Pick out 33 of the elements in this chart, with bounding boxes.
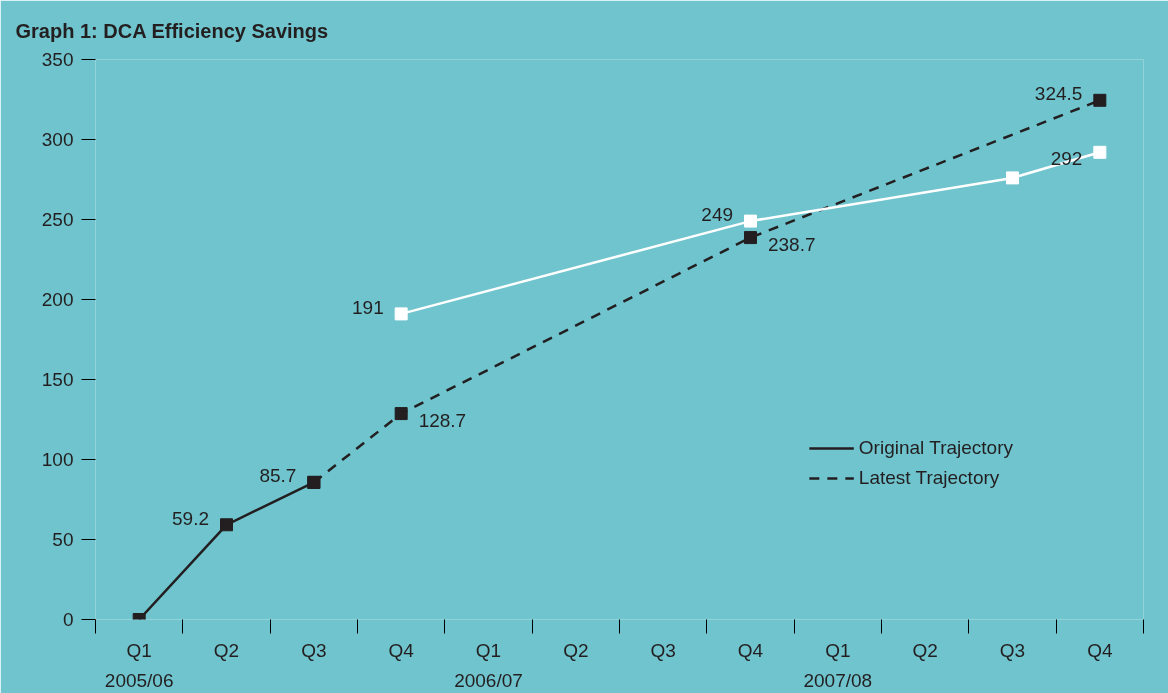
data-label: 191 — [352, 296, 384, 318]
x-tick-label: Q1 — [475, 639, 502, 661]
x-tick-label: Q2 — [213, 639, 240, 661]
x-tick-label: Q3 — [999, 639, 1026, 661]
x-tick-label: Q2 — [912, 639, 938, 661]
text: 2007/08 — [803, 669, 873, 691]
x-tick-label: Q1 — [126, 639, 152, 661]
x-tick-label: Q4 — [1087, 639, 1113, 661]
x-tick-label: Q3 — [301, 639, 327, 661]
y-tick-label: 300 — [41, 129, 74, 150]
y-tick-label: 350 — [41, 49, 74, 70]
x-tick-label: Q2 — [563, 639, 589, 661]
data-label: 128.7 — [418, 409, 467, 431]
x-tick-label: Q4 — [737, 639, 764, 661]
data-label: 238.7 — [767, 233, 816, 255]
legend-label: Original Trajectory — [858, 437, 1013, 459]
x-tick-label: Q1 — [825, 639, 851, 661]
data-label: 324.5 — [1034, 83, 1083, 105]
x-tick-label: Q4 — [388, 639, 415, 661]
y-tick-label: 200 — [41, 289, 74, 310]
chart-title: Graph 1: DCA Efficiency Savings — [15, 20, 329, 42]
y-tick-label: 50 — [52, 529, 74, 550]
data-label: 249 — [701, 204, 734, 226]
y-tick-label: 0 — [62, 609, 74, 630]
y-tick-label: 100 — [41, 449, 74, 470]
x-tick-label: Q3 — [650, 639, 676, 661]
data-label: 85.7 — [259, 465, 297, 487]
text: 2005/06 — [104, 669, 174, 691]
text: 2006/07 — [454, 669, 523, 691]
legend-label: Latest Trajectory — [858, 467, 1000, 489]
y-tick-label: 150 — [41, 369, 74, 390]
data-label: 59.2 — [172, 507, 210, 529]
y-tick-label: 250 — [41, 209, 74, 230]
